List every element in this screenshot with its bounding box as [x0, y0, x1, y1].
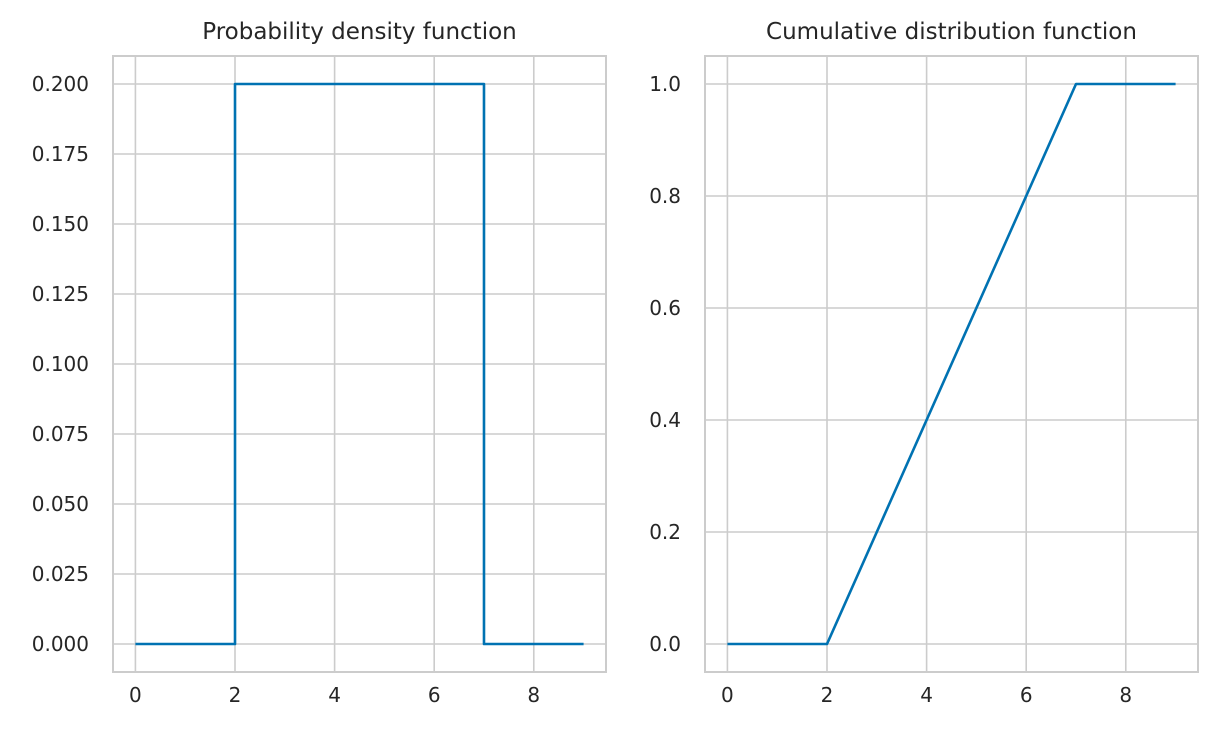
pdf-x-tick-label: 6 [428, 683, 441, 707]
pdf-y-tick-label: 0.050 [32, 492, 89, 516]
pdf-y-tick-label: 0.075 [32, 422, 89, 446]
cdf-x-tick-label: 4 [920, 683, 933, 707]
cdf-y-tick-label: 1.0 [649, 72, 681, 96]
cdf-x-tick-label: 2 [821, 683, 834, 707]
pdf-y-tick-label: 0.100 [32, 352, 89, 376]
cdf-x-tick-label: 6 [1020, 683, 1033, 707]
cdf-y-tick-label: 0.6 [649, 296, 681, 320]
cdf-y-tick-label: 0.4 [649, 408, 681, 432]
cdf-axes-frame [704, 55, 1199, 673]
pdf-x-tick-label: 0 [129, 683, 142, 707]
cdf-chart-title: Cumulative distribution function [766, 19, 1137, 45]
pdf-x-tick-label: 8 [527, 683, 540, 707]
pdf-x-tick-label: 2 [229, 683, 242, 707]
cdf-y-tick-label: 0.2 [649, 520, 681, 544]
cdf-y-tick-label: 0.0 [649, 632, 681, 656]
cdf-panel: 0 2 4 6 8 0.0 0.2 0.4 0.6 0.8 1.0 Cumulative distri… [649, 19, 1199, 707]
cdf-x-tick-label: 0 [721, 683, 734, 707]
cdf-y-tick-label: 0.8 [649, 184, 681, 208]
pdf-chart-title: Probability density function [202, 19, 517, 45]
pdf-y-tick-label: 0.150 [32, 212, 89, 236]
pdf-y-tick-label: 0.025 [32, 562, 89, 586]
pdf-y-tick-label: 0.125 [32, 282, 89, 306]
pdf-panel: 0 2 4 6 8 0.000 0.025 0.050 0.075 0.100 0.125 0.150… [32, 19, 607, 707]
cdf-series-line [727, 82, 1176, 646]
cdf-x-tick-label: 8 [1119, 683, 1132, 707]
pdf-axes-frame [112, 55, 607, 673]
pdf-y-tick-label: 0.175 [32, 142, 89, 166]
pdf-x-tick-label: 4 [328, 683, 341, 707]
pdf-y-tick-label: 0.000 [32, 632, 89, 656]
pdf-series-line [135, 82, 584, 646]
pdf-y-tick-label: 0.200 [32, 72, 89, 96]
